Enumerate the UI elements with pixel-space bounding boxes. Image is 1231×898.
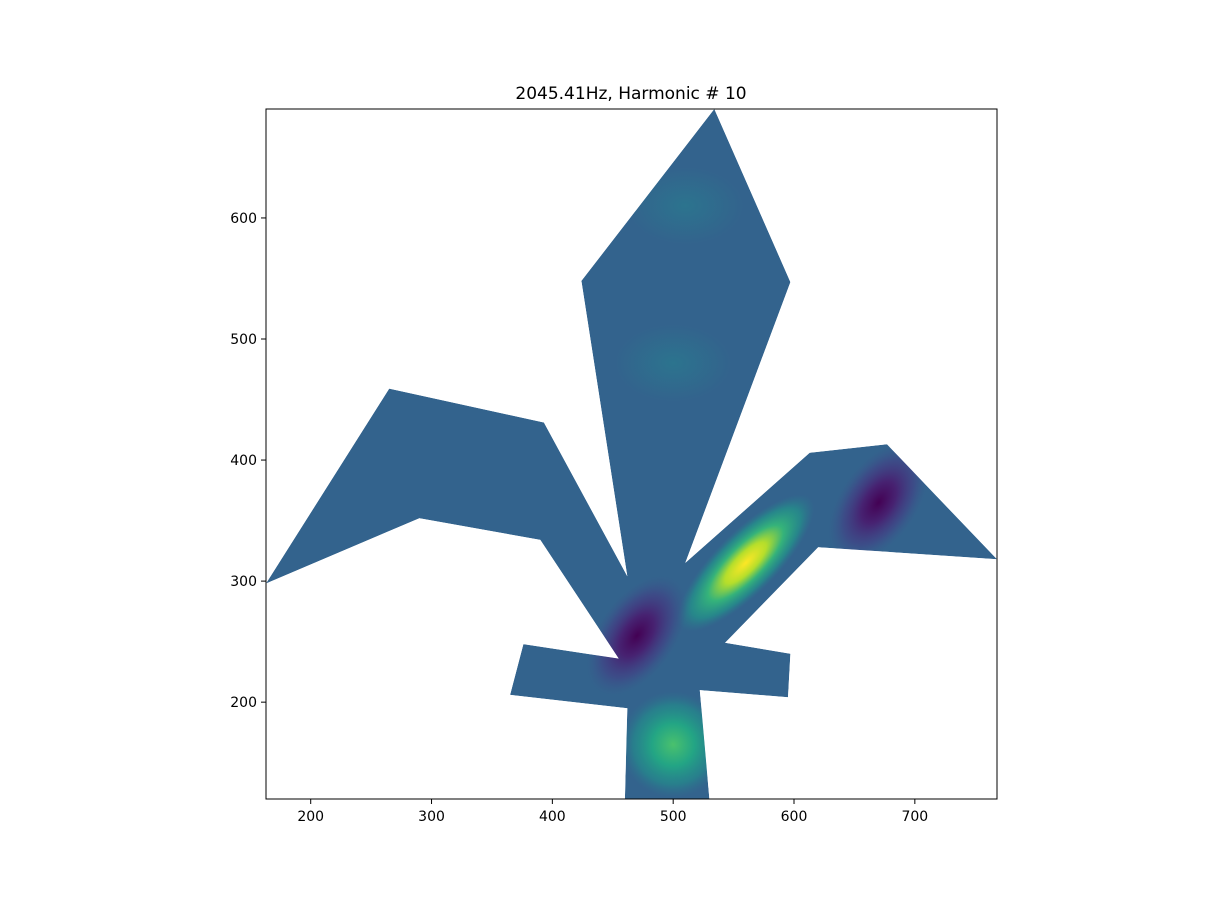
x-tick-label: 600: [781, 809, 808, 825]
x-axis: 200 300 400 500 600 700: [297, 799, 928, 825]
hotspot-low: [586, 575, 688, 696]
x-tick-label: 400: [539, 809, 566, 825]
field-region: [266, 109, 997, 799]
hotspot-slightly-high: [627, 167, 744, 245]
plot-area: [266, 109, 997, 799]
y-axis: 200 300 400 500 600: [230, 211, 266, 711]
x-tick-label: 500: [660, 809, 687, 825]
x-tick-label: 300: [418, 809, 445, 825]
y-tick-label: 300: [230, 574, 257, 590]
field-background: [266, 109, 997, 799]
y-tick-label: 600: [230, 211, 257, 227]
x-tick-label: 700: [901, 809, 928, 825]
y-tick-label: 400: [230, 453, 257, 469]
hotspot-low: [828, 442, 929, 563]
chart-title: 2045.41Hz, Harmonic # 10: [515, 84, 746, 104]
hotspot-slightly-high: [615, 324, 732, 402]
hotspot-mid-high: [620, 691, 727, 798]
hotspot-high: [677, 494, 815, 632]
y-tick-label: 200: [230, 695, 257, 711]
x-tick-label: 200: [297, 809, 324, 825]
y-tick-label: 500: [230, 332, 257, 348]
axes-frame: [265, 108, 998, 800]
field-hotspots: [586, 167, 929, 798]
